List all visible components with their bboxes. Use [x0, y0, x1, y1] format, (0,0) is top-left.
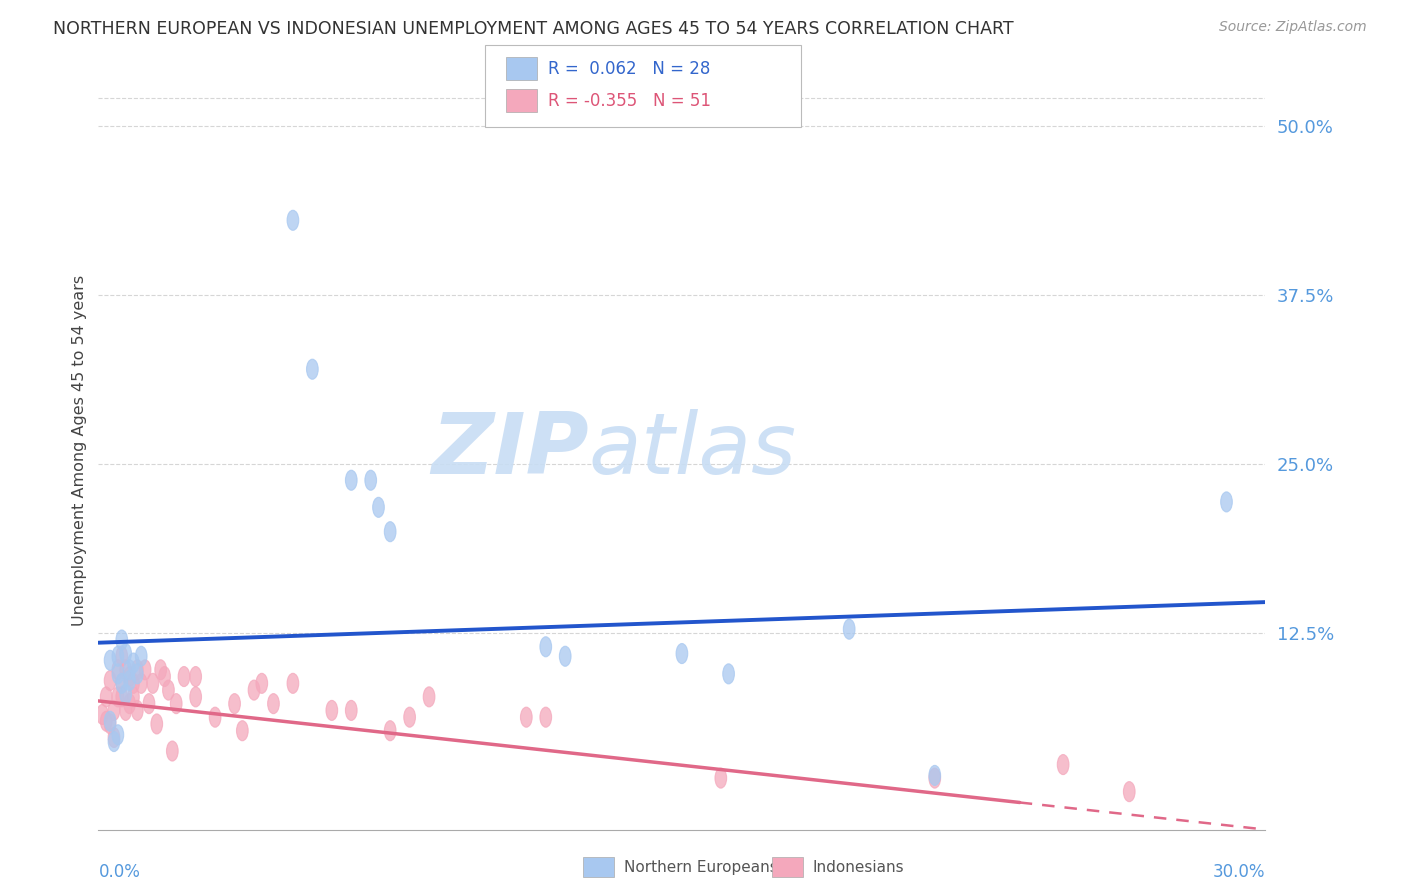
Ellipse shape	[384, 522, 396, 541]
Ellipse shape	[148, 673, 159, 693]
Ellipse shape	[115, 646, 128, 666]
Ellipse shape	[1220, 491, 1232, 512]
Ellipse shape	[209, 707, 221, 727]
Ellipse shape	[124, 694, 135, 714]
Ellipse shape	[132, 660, 143, 680]
Ellipse shape	[236, 721, 249, 740]
Ellipse shape	[139, 660, 150, 680]
Text: 0.0%: 0.0%	[98, 863, 141, 881]
Ellipse shape	[384, 721, 396, 740]
Ellipse shape	[155, 660, 166, 680]
Ellipse shape	[104, 711, 115, 731]
Ellipse shape	[540, 707, 551, 727]
Ellipse shape	[716, 768, 727, 789]
Ellipse shape	[135, 646, 148, 666]
Ellipse shape	[104, 714, 115, 734]
Text: atlas: atlas	[589, 409, 797, 492]
Ellipse shape	[346, 470, 357, 491]
Ellipse shape	[249, 680, 260, 700]
Ellipse shape	[120, 684, 132, 704]
Ellipse shape	[128, 653, 139, 673]
Ellipse shape	[120, 700, 132, 721]
Ellipse shape	[190, 666, 201, 687]
Ellipse shape	[128, 687, 139, 707]
Ellipse shape	[132, 664, 143, 684]
Ellipse shape	[108, 700, 120, 721]
Ellipse shape	[190, 687, 201, 707]
Text: R = -0.355   N = 51: R = -0.355 N = 51	[548, 92, 711, 110]
Ellipse shape	[120, 660, 132, 680]
Ellipse shape	[120, 643, 132, 664]
Ellipse shape	[287, 211, 298, 230]
Ellipse shape	[366, 470, 377, 491]
Ellipse shape	[104, 650, 115, 671]
Ellipse shape	[346, 700, 357, 721]
Ellipse shape	[166, 741, 179, 761]
Ellipse shape	[124, 671, 135, 690]
Ellipse shape	[423, 687, 434, 707]
Ellipse shape	[929, 768, 941, 789]
Text: NORTHERN EUROPEAN VS INDONESIAN UNEMPLOYMENT AMONG AGES 45 TO 54 YEARS CORRELATI: NORTHERN EUROPEAN VS INDONESIAN UNEMPLOY…	[53, 20, 1014, 37]
Ellipse shape	[267, 694, 280, 714]
Ellipse shape	[132, 700, 143, 721]
Text: ZIP: ZIP	[430, 409, 589, 492]
Ellipse shape	[326, 700, 337, 721]
Ellipse shape	[159, 666, 170, 687]
Ellipse shape	[124, 660, 135, 680]
Ellipse shape	[373, 498, 384, 517]
Ellipse shape	[115, 673, 128, 693]
Ellipse shape	[540, 637, 551, 657]
Text: Indonesians: Indonesians	[813, 860, 904, 874]
Ellipse shape	[128, 673, 139, 693]
Ellipse shape	[108, 728, 120, 747]
Ellipse shape	[287, 673, 298, 693]
Ellipse shape	[100, 711, 112, 731]
Ellipse shape	[115, 673, 128, 693]
Ellipse shape	[676, 643, 688, 664]
Text: R =  0.062   N = 28: R = 0.062 N = 28	[548, 60, 710, 78]
Ellipse shape	[404, 707, 415, 727]
Ellipse shape	[112, 646, 124, 666]
Ellipse shape	[143, 694, 155, 714]
Ellipse shape	[97, 705, 108, 724]
Text: Source: ZipAtlas.com: Source: ZipAtlas.com	[1219, 20, 1367, 34]
Ellipse shape	[163, 680, 174, 700]
Ellipse shape	[112, 664, 124, 684]
Ellipse shape	[179, 666, 190, 687]
Ellipse shape	[307, 359, 318, 379]
Ellipse shape	[229, 694, 240, 714]
Ellipse shape	[150, 714, 163, 734]
Ellipse shape	[112, 660, 124, 680]
Ellipse shape	[108, 731, 120, 752]
Ellipse shape	[115, 687, 128, 707]
Ellipse shape	[135, 673, 148, 693]
Ellipse shape	[1123, 781, 1135, 802]
Ellipse shape	[100, 687, 112, 707]
Ellipse shape	[112, 724, 124, 745]
Ellipse shape	[1057, 755, 1069, 774]
Ellipse shape	[929, 765, 941, 786]
Ellipse shape	[170, 694, 181, 714]
Ellipse shape	[844, 619, 855, 640]
Text: Northern Europeans: Northern Europeans	[624, 860, 778, 874]
Ellipse shape	[112, 687, 124, 707]
Ellipse shape	[104, 671, 115, 690]
Ellipse shape	[520, 707, 531, 727]
Ellipse shape	[560, 646, 571, 666]
Ellipse shape	[124, 666, 135, 687]
Ellipse shape	[256, 673, 267, 693]
Text: 30.0%: 30.0%	[1213, 863, 1265, 881]
Ellipse shape	[115, 630, 128, 650]
Ellipse shape	[723, 664, 734, 684]
Y-axis label: Unemployment Among Ages 45 to 54 years: Unemployment Among Ages 45 to 54 years	[72, 275, 87, 626]
